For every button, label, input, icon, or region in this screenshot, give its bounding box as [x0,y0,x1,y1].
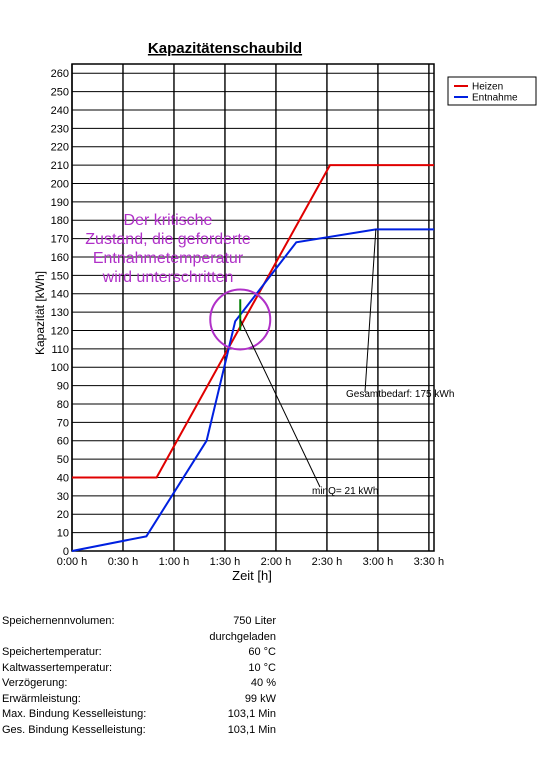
x-tick-label: 2:00 h [261,556,292,568]
x-tick-label: 3:00 h [363,556,394,568]
chart-annotations: Der kritische Zustand, die geforderte Entn… [85,212,454,497]
x-axis-label: Zeit [h] [232,568,272,583]
parameter-row: Kaltwassertemperatur: 10 °C [2,661,292,677]
parameter-label: Max. Bindung Kesselleistung: [2,708,147,720]
y-tick-label: 250 [51,87,69,99]
y-tick-label: 40 [57,472,69,484]
y-tick-label: 110 [51,344,69,356]
y-tick-label: 90 [57,381,69,393]
x-tick-label: 0:30 h [108,556,139,568]
parameter-row: Speichertemperatur: 60 °C [2,645,292,661]
critical-note-line: Zustand, die geforderte [85,231,251,248]
x-tick-label: 1:00 h [159,556,190,568]
parameter-value: 99 kW [244,692,276,705]
chart-ticks: 0 10 20 30 40 50 60 70 80 90 100 110 120 130 140 150 160… [51,68,445,568]
legend-box [447,76,537,106]
parameter-row: Speichernennvolumen: 750 Liter [2,614,292,630]
y-tick-label: 80 [57,399,69,411]
parameter-row: Verzögerung: 40 % [2,676,292,692]
critical-note-line: wird unterschritten [102,269,234,286]
parameter-label: Speichertemperatur: [2,646,102,658]
y-tick-label: 220 [51,142,69,154]
minq-label: minQ= 21 kWh [312,486,378,497]
chart-title: Kapazitätenschaubild [148,40,302,57]
critical-circle [209,288,272,351]
y-tick-label: 230 [51,123,69,135]
chart-grid [71,63,435,552]
minq-leader [239,319,321,488]
y-tick-label: 60 [57,436,69,448]
x-tick-label: 0:00 h [57,556,88,568]
parameter-value: 103,1 Min [227,708,276,720]
gesamtbedarf-label: Gesamtbedarf: 175 kWh [346,389,454,400]
x-tick-label: 2:30 h [312,556,343,568]
y-tick-label: 200 [51,178,69,190]
y-tick-label: 130 [51,307,69,319]
y-tick-label: 260 [51,68,69,80]
parameter-value: 60 °C [248,646,276,658]
legend-label-heizen: Heizen [472,82,503,93]
parameter-label: Ges. Bindung Kesselleistung: [2,723,146,736]
y-tick-label: 160 [51,252,69,264]
capacity-chart: Kapazitätenschaubild 0 10 20 30 40 50 60 70 80 90… [33,40,537,583]
parameter-value: 103,1 Min [227,723,276,736]
y-tick-label: 180 [51,215,69,227]
series-line-heizen [72,164,434,479]
parameter-list: Speichernennvolumen: 750 Liter durchgelade… [2,614,292,738]
y-tick-label: 0 [63,546,69,558]
y-tick-label: 20 [57,509,69,521]
x-tick-label: 3:30 h [414,556,445,568]
parameter-row: durchgeladen [2,630,292,646]
y-tick-label: 50 [57,454,69,466]
y-tick-label: 240 [51,105,69,117]
parameter-row: Ges. Bindung Kesselleistung: 103,1 Min [2,723,292,739]
x-tick-label: 1:30 h [210,556,241,568]
y-axis-label: Kapazität [kWh] [33,271,47,355]
critical-note-line: Der kritische [124,212,213,229]
y-tick-label: 210 [51,160,69,172]
parameter-value: 750 Liter [233,615,276,627]
parameter-value: durchgeladen [209,630,276,643]
gesamtbedarf-leader [364,229,377,393]
y-tick-label: 30 [57,491,69,503]
parameter-value: 10 °C [248,661,276,674]
y-tick-label: 10 [57,528,69,540]
legend-label-entnahme: Entnahme [472,93,518,104]
critical-note-line: Entnahmetemperatur [93,250,244,267]
y-tick-label: 170 [51,234,69,246]
parameter-row: Erwärmleistung: 99 kW [2,692,292,708]
y-tick-label: 140 [51,289,69,301]
parameter-label: Kaltwassertemperatur: [2,661,113,674]
y-tick-label: 190 [51,197,69,209]
parameter-label: Speichernennvolumen: [2,615,115,627]
parameter-label: Erwärmleistung: [2,692,81,705]
parameter-row: Max. Bindung Kesselleistung: 103,1 Min [2,707,292,723]
y-tick-label: 150 [51,270,69,282]
y-tick-label: 100 [51,362,69,374]
y-tick-label: 120 [51,325,69,337]
parameter-label: Verzögerung: [2,677,68,689]
parameter-value: 40 % [250,677,276,689]
y-tick-label: 70 [57,417,69,429]
